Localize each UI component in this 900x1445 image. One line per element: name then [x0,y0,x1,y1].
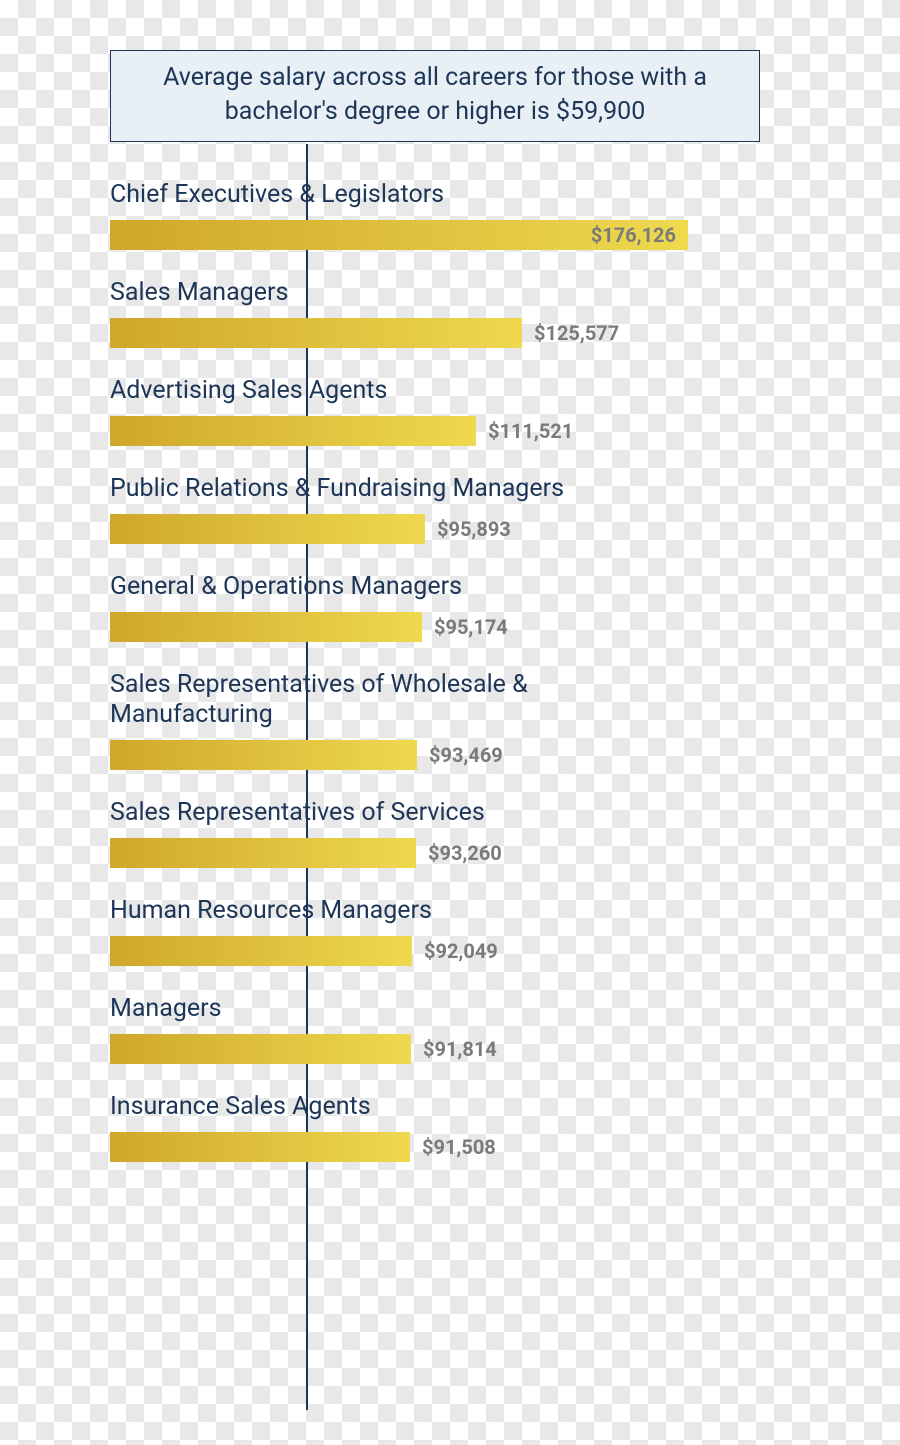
career-label: Sales Representatives of Services [110,798,670,828]
bar-row: Sales Representatives of Wholesale & Man… [110,670,790,770]
bar-value: $176,126 [591,223,676,247]
bar-row: Advertising Sales Agents $111,521 [110,376,790,446]
bar-line: $95,893 [110,514,790,544]
career-label: Public Relations & Fundraising Managers [110,474,670,504]
career-label: Chief Executives & Legislators [110,180,670,210]
bar [110,936,412,966]
bar-value: $125,577 [534,321,619,345]
career-label: Insurance Sales Agents [110,1092,670,1122]
header-connector-line [306,144,308,180]
bar-row: Managers $91,814 [110,994,790,1064]
bar-row: General & Operations Managers $95,174 [110,572,790,642]
bar-row: Sales Representatives of Services $93,260 [110,798,790,868]
bar-line: $91,814 [110,1034,790,1064]
bar-line: $111,521 [110,416,790,446]
bar-line: $93,260 [110,838,790,868]
bar-value: $92,049 [424,939,498,963]
bar-row: Chief Executives & Legislators $176,126 [110,180,790,250]
bar-row: Insurance Sales Agents $91,508 [110,1092,790,1162]
bar-row: Public Relations & Fundraising Managers $… [110,474,790,544]
bar [110,318,522,348]
career-label: Human Resources Managers [110,896,670,926]
bar-value: $91,508 [422,1135,496,1159]
career-label: Managers [110,994,670,1024]
career-label: Sales Managers [110,278,670,308]
bar-value: $95,174 [434,615,508,639]
bar-value: $93,260 [428,841,502,865]
bar-row: Human Resources Managers $92,049 [110,896,790,966]
header-callout: Average salary across all careers for th… [110,50,760,142]
bar [110,740,417,770]
bar-value: $91,814 [423,1037,497,1061]
bar-line: $95,174 [110,612,790,642]
bar-row: Sales Managers $125,577 [110,278,790,348]
bar-line: $93,469 [110,740,790,770]
bar-value: $95,893 [437,517,511,541]
rows-container: Chief Executives & Legislators $176,126 Sa… [110,180,790,1190]
career-label: General & Operations Managers [110,572,670,602]
bar-value: $111,521 [488,419,573,443]
bar-line: $91,508 [110,1132,790,1162]
bar [110,416,476,446]
bar-line: $125,577 [110,318,790,348]
bar [110,1034,411,1064]
bar [110,612,422,642]
career-label: Advertising Sales Agents [110,376,670,406]
bar-line: $92,049 [110,936,790,966]
salary-chart: Average salary across all careers for th… [110,50,790,142]
bar [110,838,416,868]
career-label: Sales Representatives of Wholesale & Man… [110,670,670,730]
header-text: Average salary across all careers for th… [163,63,707,126]
bar [110,1132,410,1162]
bar [110,514,425,544]
bar-line: $176,126 [110,220,790,250]
bar-value: $93,469 [429,743,503,767]
